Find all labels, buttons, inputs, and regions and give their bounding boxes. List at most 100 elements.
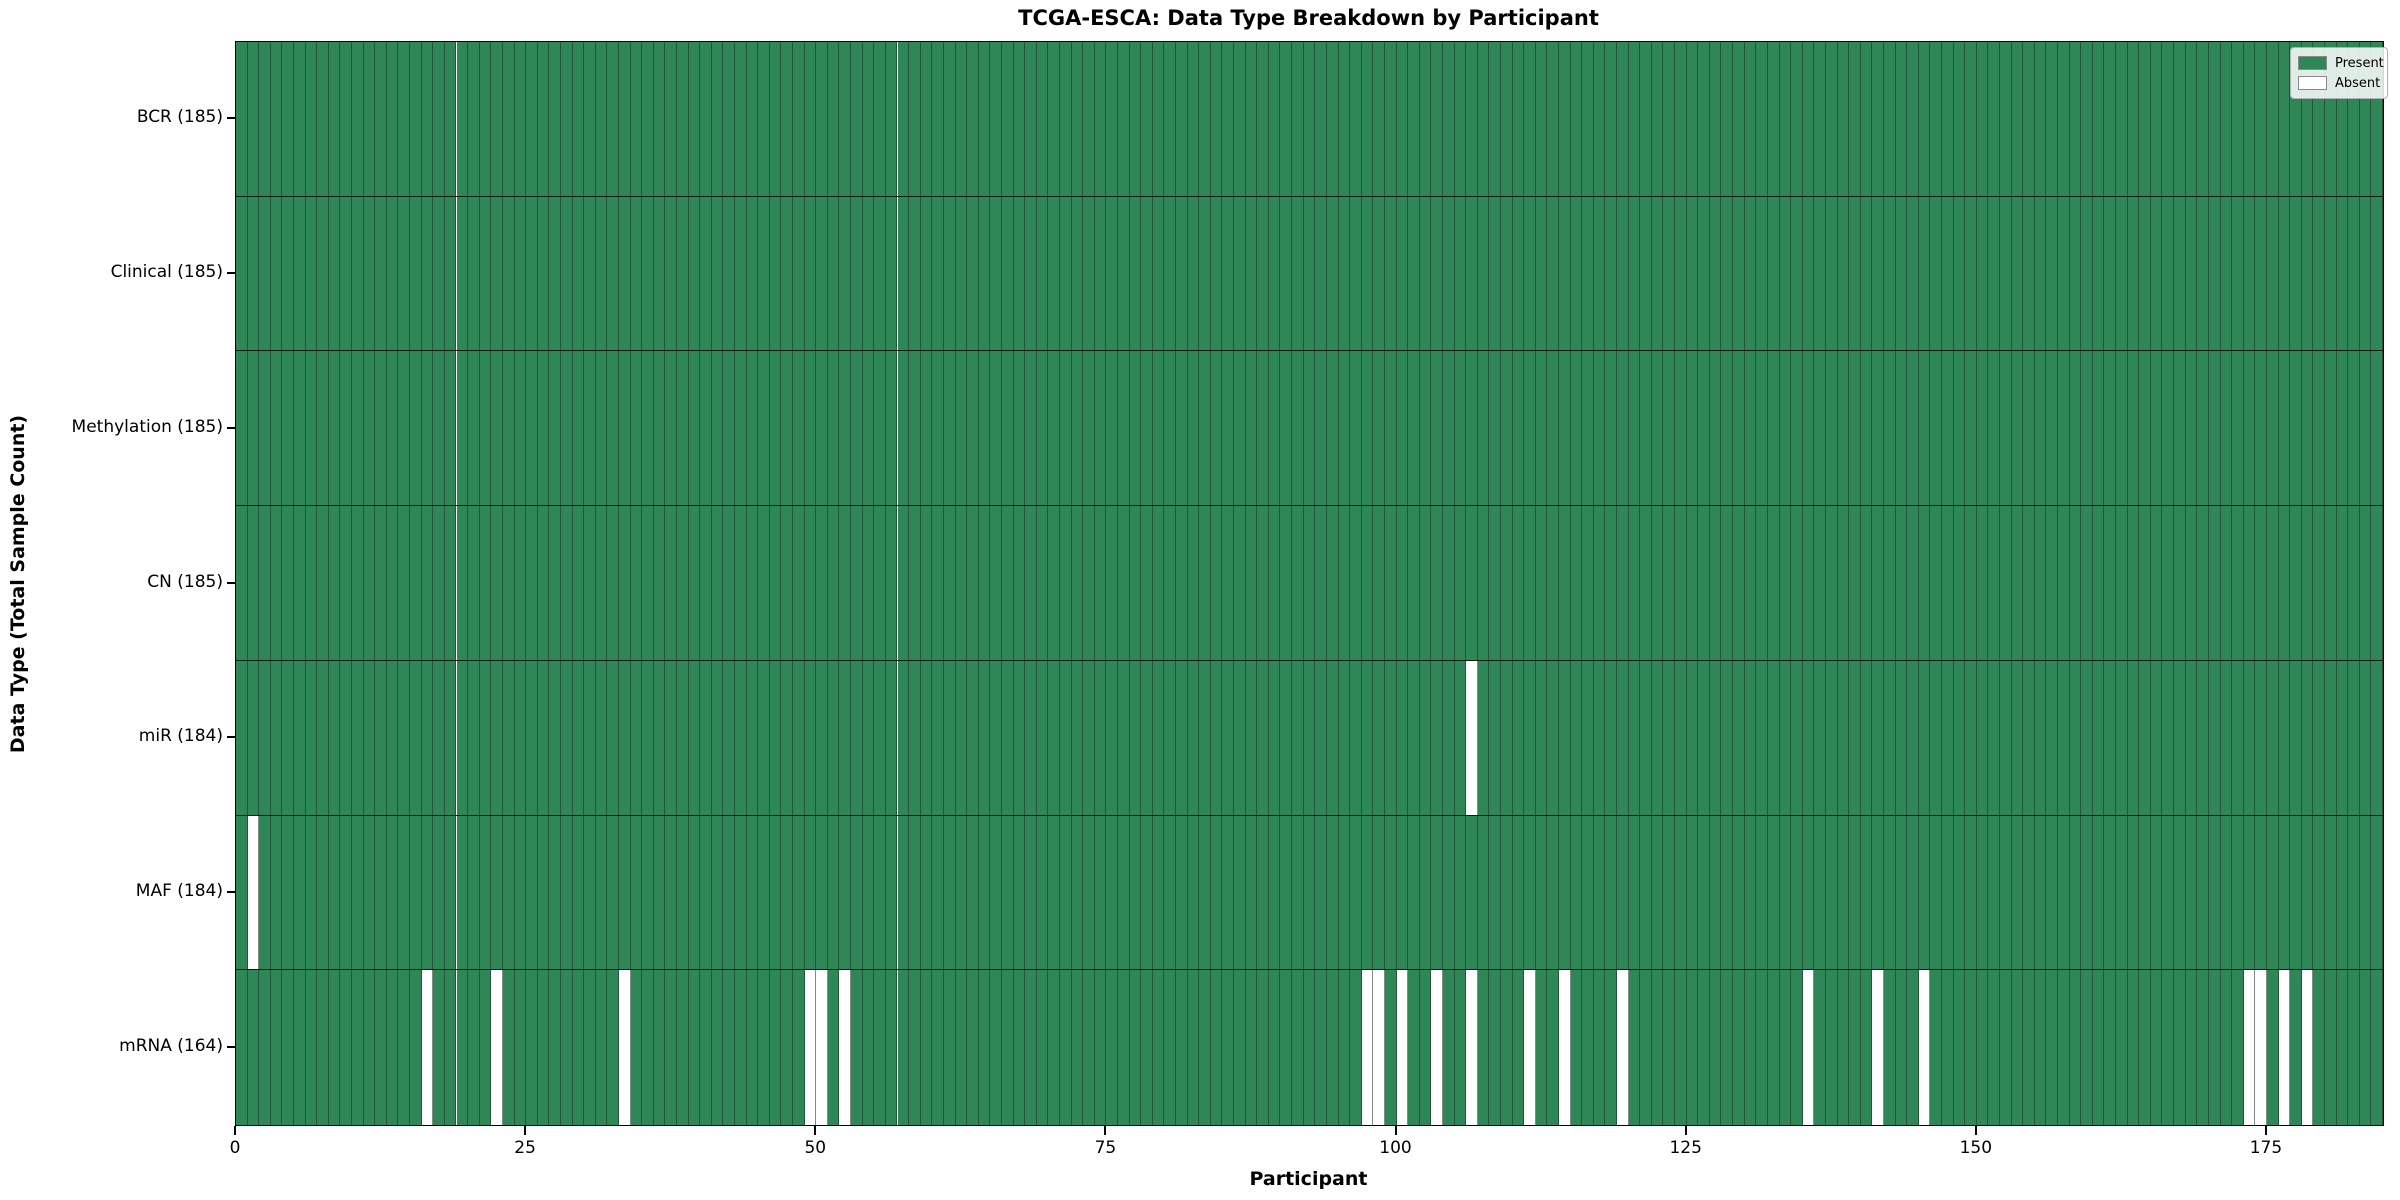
cell-Methylation-23-present bbox=[502, 351, 515, 506]
cell-Methylation-177-present bbox=[2290, 351, 2302, 506]
cell-BCR-126-present bbox=[1698, 42, 1710, 196]
cell-CN-127-present bbox=[1709, 506, 1722, 660]
cell-mRNA-170-present bbox=[2208, 970, 2221, 1125]
cell-Methylation-96-present bbox=[1350, 351, 1362, 506]
cell-Methylation-119-present bbox=[1617, 351, 1629, 506]
cell-BCR-173-present bbox=[2243, 42, 2256, 196]
cell-miR-37-present bbox=[665, 660, 677, 815]
cell-CN-31-present bbox=[595, 506, 608, 660]
cell-Methylation-79-present bbox=[1152, 351, 1165, 506]
cell-MAF-122-present bbox=[1651, 815, 1664, 970]
cell-MAF-62-present bbox=[955, 815, 968, 970]
cell-BCR-43-present bbox=[735, 42, 747, 196]
cell-BCR-129-present bbox=[1733, 42, 1745, 196]
cell-Clinical-3-present bbox=[270, 196, 283, 351]
cell-Methylation-176-present bbox=[2278, 351, 2291, 506]
cell-Clinical-25-present bbox=[526, 196, 538, 351]
cell-BCR-147-present bbox=[1941, 42, 1954, 196]
cell-Clinical-137-present bbox=[1825, 196, 1838, 351]
cell-MAF-65-present bbox=[990, 815, 1002, 970]
cell-mRNA-60-present bbox=[932, 970, 944, 1125]
cell-Clinical-67-present bbox=[1013, 196, 1026, 351]
cell-Methylation-6-present bbox=[305, 351, 318, 506]
cell-Clinical-156-present bbox=[2046, 196, 2059, 351]
cell-MAF-93-present bbox=[1315, 815, 1327, 970]
cell-mRNA-0-present bbox=[236, 970, 248, 1125]
cell-miR-98-present bbox=[1373, 660, 1385, 815]
cell-miR-124-present bbox=[1675, 660, 1687, 815]
cell-mRNA-128-present bbox=[1721, 970, 1734, 1125]
cell-Methylation-137-present bbox=[1825, 351, 1838, 506]
cell-mRNA-122-present bbox=[1651, 970, 1664, 1125]
cell-BCR-31-present bbox=[595, 42, 608, 196]
cell-mRNA-119-absent bbox=[1617, 970, 1629, 1125]
cell-MAF-78-present bbox=[1141, 815, 1153, 970]
cell-Methylation-184-present bbox=[2371, 351, 2383, 506]
cell-BCR-69-present bbox=[1036, 42, 1049, 196]
cell-Methylation-72-present bbox=[1071, 351, 1084, 506]
cell-BCR-171-present bbox=[2220, 42, 2233, 196]
cell-mRNA-87-present bbox=[1245, 970, 1258, 1125]
cell-CN-111-present bbox=[1524, 506, 1536, 660]
cell-Clinical-121-present bbox=[1640, 196, 1652, 351]
cell-MAF-42-present bbox=[723, 815, 736, 970]
cell-MAF-129-present bbox=[1733, 815, 1745, 970]
cell-MAF-100-present bbox=[1396, 815, 1409, 970]
cell-Clinical-82-present bbox=[1187, 196, 1200, 351]
cell-MAF-7-present bbox=[317, 815, 329, 970]
cell-CN-74-present bbox=[1094, 506, 1107, 660]
cell-mRNA-172-present bbox=[2232, 970, 2244, 1125]
cell-BCR-80-present bbox=[1164, 42, 1177, 196]
cell-CN-71-present bbox=[1059, 506, 1072, 660]
cell-mRNA-20-present bbox=[468, 970, 480, 1125]
cell-CN-81-present bbox=[1176, 506, 1188, 660]
cell-mRNA-57-present bbox=[897, 970, 910, 1125]
cell-Methylation-82-present bbox=[1187, 351, 1200, 506]
cell-Clinical-49-present bbox=[804, 196, 817, 351]
cell-Clinical-23-present bbox=[502, 196, 515, 351]
cell-Clinical-169-present bbox=[2197, 196, 2209, 351]
cell-Clinical-40-present bbox=[700, 196, 712, 351]
cell-miR-105-present bbox=[1454, 660, 1467, 815]
cell-miR-141-present bbox=[1872, 660, 1884, 815]
cell-BCR-52-present bbox=[839, 42, 852, 196]
cell-CN-20-present bbox=[468, 506, 480, 660]
cell-CN-163-present bbox=[2127, 506, 2140, 660]
cell-mRNA-29-present bbox=[572, 970, 585, 1125]
cell-MAF-120-present bbox=[1628, 815, 1641, 970]
x-tick-label-0: 0 bbox=[229, 1138, 241, 1158]
cell-BCR-176-present bbox=[2278, 42, 2291, 196]
cell-miR-17-present bbox=[433, 660, 445, 815]
cell-Methylation-93-present bbox=[1315, 351, 1327, 506]
cell-BCR-120-present bbox=[1628, 42, 1641, 196]
cell-Methylation-35-present bbox=[642, 351, 654, 506]
cell-BCR-77-present bbox=[1129, 42, 1142, 196]
cell-CN-164-present bbox=[2139, 506, 2151, 660]
cell-CN-152-present bbox=[2000, 506, 2012, 660]
cell-MAF-147-present bbox=[1941, 815, 1954, 970]
cell-CN-53-present bbox=[851, 506, 863, 660]
cell-Methylation-141-present bbox=[1872, 351, 1884, 506]
cell-CN-148-present bbox=[1953, 506, 1966, 660]
cell-mRNA-130-present bbox=[1744, 970, 1757, 1125]
cell-BCR-85-present bbox=[1222, 42, 1235, 196]
cell-Methylation-156-present bbox=[2046, 351, 2059, 506]
cell-MAF-164-present bbox=[2139, 815, 2151, 970]
cell-mRNA-97-absent bbox=[1361, 970, 1374, 1125]
cell-MAF-77-present bbox=[1129, 815, 1142, 970]
cell-BCR-10-present bbox=[352, 42, 364, 196]
cell-Clinical-125-present bbox=[1686, 196, 1699, 351]
cell-Clinical-61-present bbox=[943, 196, 956, 351]
cell-CN-6-present bbox=[305, 506, 318, 660]
y-tick-label-BCR: BCR (185) bbox=[136, 107, 223, 128]
cell-BCR-1-present bbox=[247, 42, 260, 196]
cell-mRNA-35-present bbox=[642, 970, 654, 1125]
cell-BCR-33-present bbox=[618, 42, 631, 196]
cell-Clinical-172-present bbox=[2232, 196, 2244, 351]
cell-Clinical-114-present bbox=[1559, 196, 1571, 351]
cell-miR-18-present bbox=[444, 660, 457, 815]
cell-miR-4-present bbox=[282, 660, 294, 815]
cell-BCR-90-present bbox=[1280, 42, 1293, 196]
cell-CN-83-present bbox=[1199, 506, 1211, 660]
cell-miR-136-present bbox=[1814, 660, 1826, 815]
